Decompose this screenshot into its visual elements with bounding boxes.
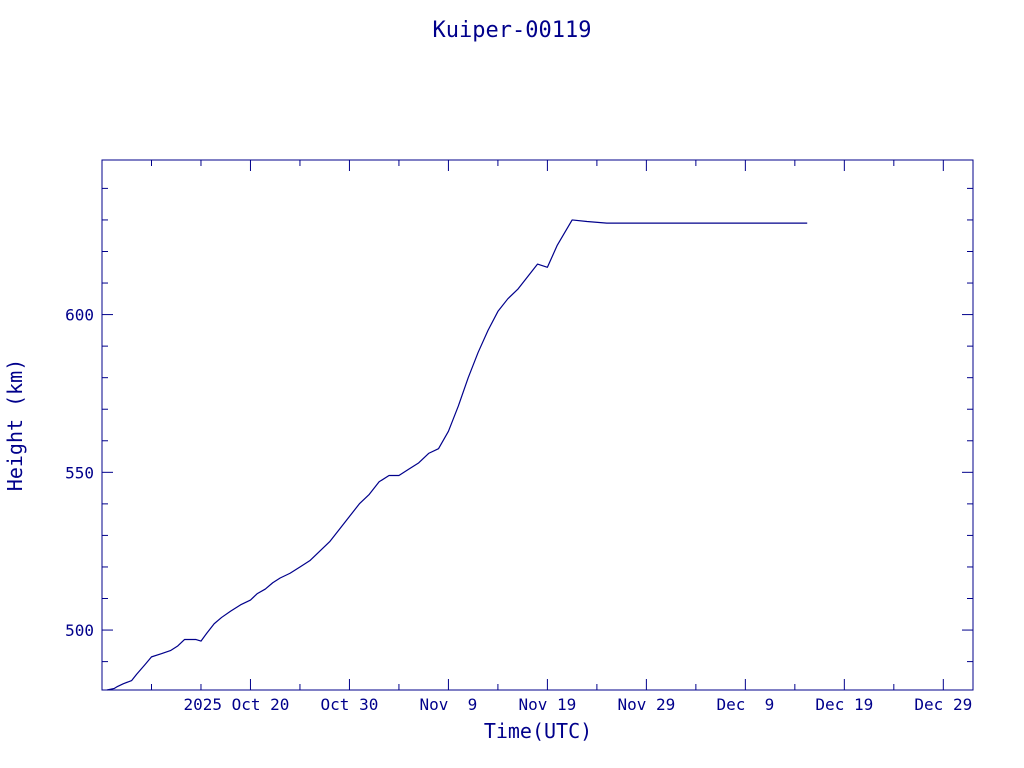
x-axis-ticks: 2025 Oct 20 Oct 30 Nov 9 Nov 19 Nov 29 Dec 9 D…	[150, 160, 972, 714]
x-tick-label: Dec 19	[815, 695, 873, 714]
height-series-line	[106, 219, 808, 691]
x-tick-label: Dec 29	[914, 695, 972, 714]
chart-title: Kuiper-00119	[433, 18, 592, 43]
series-layer	[106, 219, 808, 691]
y-axis-ticks: 500 550 600	[65, 187, 973, 663]
plot-frame	[101, 159, 974, 691]
x-tick-label: Oct 30	[321, 695, 379, 714]
y-tick-label: 500	[65, 621, 94, 640]
x-tick-label: Nov 19	[518, 695, 576, 714]
y-axis-title: Height (km)	[3, 359, 27, 491]
x-axis-title: Time(UTC)	[484, 719, 592, 743]
x-tick-label: Nov 9	[420, 695, 478, 714]
x-tick-label: Dec 9	[716, 695, 774, 714]
y-tick-label: 550	[65, 463, 94, 482]
x-tick-label: Nov 29	[617, 695, 675, 714]
y-tick-label: 600	[65, 306, 94, 325]
x-tick-label: 2025 Oct 20	[183, 695, 289, 714]
